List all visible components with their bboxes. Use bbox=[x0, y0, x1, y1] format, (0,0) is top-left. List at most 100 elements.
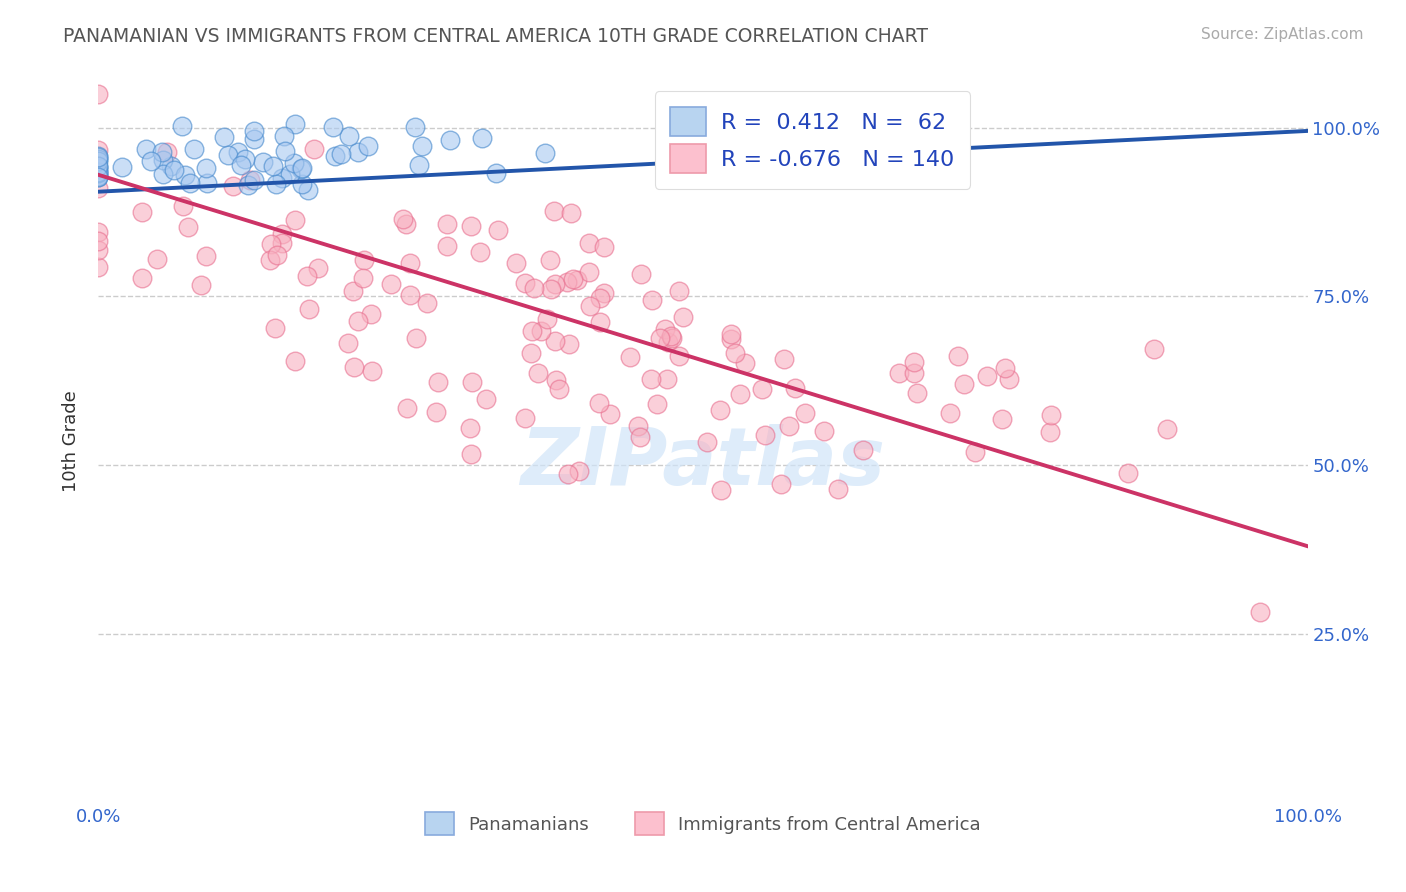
Point bbox=[87, 150, 110, 164]
Point bbox=[641, 293, 664, 307]
Point bbox=[724, 346, 747, 360]
Point bbox=[659, 329, 682, 343]
Point bbox=[458, 420, 481, 434]
Point bbox=[357, 139, 380, 153]
Y-axis label: 10th Grade: 10th Grade bbox=[62, 391, 80, 492]
Point bbox=[235, 152, 257, 166]
Point bbox=[283, 155, 305, 169]
Point bbox=[336, 335, 359, 350]
Point bbox=[291, 161, 314, 175]
Point bbox=[754, 427, 776, 442]
Point bbox=[668, 284, 690, 298]
Point bbox=[152, 153, 174, 167]
Point bbox=[284, 212, 307, 227]
Point bbox=[486, 223, 509, 237]
Point bbox=[87, 170, 110, 185]
Point bbox=[1156, 421, 1178, 435]
Point bbox=[297, 183, 319, 197]
Point bbox=[938, 406, 960, 420]
Point bbox=[769, 476, 792, 491]
Point bbox=[231, 158, 253, 172]
Point bbox=[190, 277, 212, 292]
Point bbox=[533, 146, 555, 161]
Point bbox=[87, 181, 110, 195]
Point bbox=[360, 364, 382, 378]
Point bbox=[794, 406, 817, 420]
Point bbox=[1039, 425, 1062, 440]
Point bbox=[307, 261, 329, 276]
Point bbox=[87, 144, 110, 158]
Point bbox=[1249, 605, 1271, 619]
Point bbox=[135, 142, 157, 156]
Point bbox=[236, 178, 259, 192]
Point bbox=[720, 326, 742, 341]
Point bbox=[905, 386, 928, 401]
Point bbox=[87, 169, 110, 183]
Point bbox=[347, 145, 370, 160]
Point bbox=[297, 268, 319, 283]
Point bbox=[111, 160, 134, 174]
Point bbox=[87, 166, 110, 180]
Point bbox=[278, 167, 301, 181]
Point bbox=[946, 349, 969, 363]
Point bbox=[380, 277, 402, 291]
Point bbox=[976, 369, 998, 384]
Point bbox=[578, 235, 600, 250]
Point bbox=[87, 170, 110, 185]
Point bbox=[628, 429, 651, 443]
Point bbox=[544, 373, 567, 387]
Point bbox=[475, 392, 498, 407]
Point bbox=[239, 173, 262, 187]
Point bbox=[395, 218, 418, 232]
Point bbox=[436, 217, 458, 231]
Point bbox=[505, 256, 527, 270]
Point bbox=[87, 149, 110, 163]
Point bbox=[485, 166, 508, 180]
Point bbox=[530, 324, 553, 338]
Point bbox=[544, 277, 567, 292]
Point bbox=[527, 366, 550, 380]
Text: PANAMANIAN VS IMMIGRANTS FROM CENTRAL AMERICA 10TH GRADE CORRELATION CHART: PANAMANIAN VS IMMIGRANTS FROM CENTRAL AM… bbox=[63, 27, 928, 45]
Point bbox=[87, 159, 110, 173]
Point bbox=[827, 482, 849, 496]
Point bbox=[302, 142, 325, 156]
Point bbox=[640, 372, 662, 386]
Point bbox=[262, 159, 284, 173]
Point bbox=[408, 158, 430, 172]
Point bbox=[172, 120, 194, 134]
Point bbox=[578, 265, 600, 279]
Point bbox=[194, 161, 217, 175]
Point bbox=[270, 227, 292, 242]
Point bbox=[323, 149, 346, 163]
Point bbox=[172, 199, 194, 213]
Point bbox=[183, 142, 205, 156]
Point bbox=[655, 372, 678, 386]
Point bbox=[342, 285, 364, 299]
Point bbox=[243, 132, 266, 146]
Point bbox=[87, 225, 110, 239]
Point bbox=[887, 366, 910, 380]
Point bbox=[273, 128, 295, 143]
Point bbox=[353, 253, 375, 268]
Point bbox=[579, 299, 602, 313]
Point bbox=[163, 163, 186, 178]
Point bbox=[630, 267, 652, 281]
Point bbox=[146, 252, 169, 266]
Point bbox=[160, 159, 183, 173]
Point bbox=[778, 419, 800, 434]
Point bbox=[242, 173, 264, 187]
Point bbox=[197, 176, 219, 190]
Point bbox=[260, 236, 283, 251]
Point bbox=[152, 167, 174, 181]
Point bbox=[284, 117, 307, 131]
Point bbox=[513, 276, 536, 290]
Point bbox=[404, 120, 426, 134]
Point bbox=[647, 397, 669, 411]
Point bbox=[290, 161, 312, 176]
Point bbox=[399, 288, 422, 302]
Point bbox=[322, 120, 344, 134]
Point bbox=[813, 424, 835, 438]
Point bbox=[460, 446, 482, 460]
Point bbox=[87, 243, 110, 257]
Point bbox=[672, 310, 695, 325]
